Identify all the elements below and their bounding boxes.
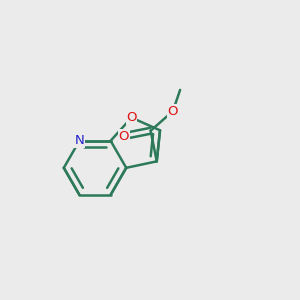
Text: N: N <box>74 134 84 147</box>
Text: O: O <box>118 130 129 142</box>
Text: O: O <box>168 105 178 118</box>
Text: O: O <box>126 111 137 124</box>
